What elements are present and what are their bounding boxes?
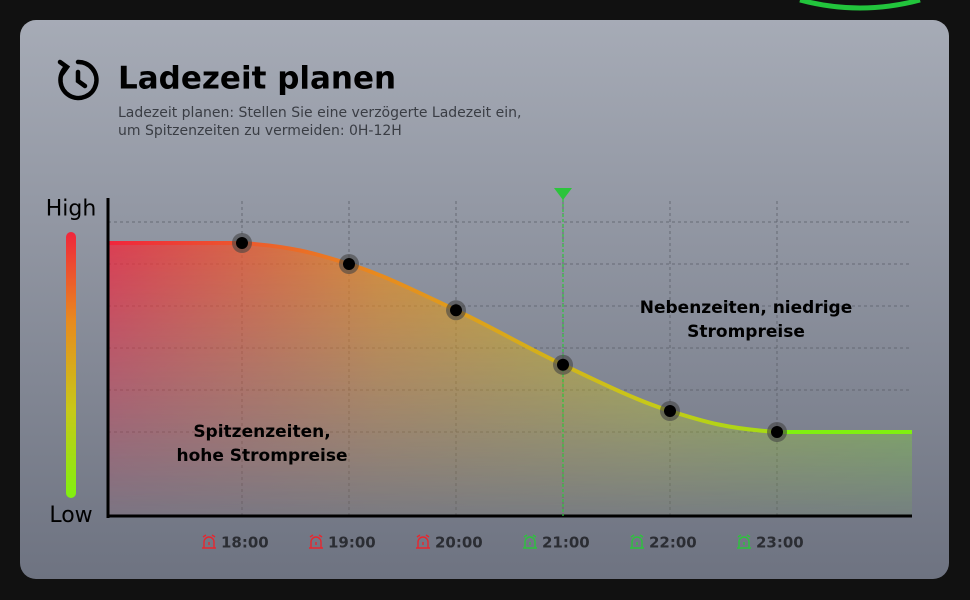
alarm-icon [202, 534, 216, 549]
point [664, 405, 676, 417]
alarm-body [523, 534, 537, 549]
line [241, 241, 778, 434]
alarm-icon [737, 534, 751, 549]
point [450, 304, 462, 317]
clock-icon [57, 59, 99, 101]
x-tick-label: 21:00 [542, 534, 590, 552]
alarm-icon [309, 534, 323, 549]
alarm-body [309, 534, 323, 549]
alarm-body [630, 534, 644, 549]
marker-head [554, 188, 572, 200]
subtitle: um Spitzenzeiten zu vermeiden: 0H-12H [118, 123, 402, 139]
x-tick-label: 19:00 [328, 534, 376, 552]
y-tick-label: High [46, 196, 97, 221]
alarm-body [416, 534, 430, 549]
annotation: Strompreise [687, 322, 805, 342]
subtitle: Ladezeit planen: Stellen Sie eine verzög… [118, 105, 521, 121]
alarm-icon [523, 534, 537, 549]
point [343, 258, 355, 270]
alarm-body [737, 534, 751, 549]
decor-arc [799, 0, 921, 11]
x-tick-label: 20:00 [435, 534, 483, 552]
annotation: hohe Strompreise [176, 446, 347, 466]
level-bar [66, 232, 76, 498]
alarm-icon [416, 534, 430, 549]
annotation: Spitzenzeiten, [193, 422, 330, 442]
area [108, 243, 912, 516]
y-tick-label: Low [49, 503, 92, 528]
alarm-body [202, 534, 216, 549]
alarm-icon [630, 534, 644, 549]
x-tick-label: 18:00 [221, 534, 269, 552]
point [236, 237, 248, 249]
point [557, 358, 569, 371]
title: Ladezeit planen [118, 61, 396, 97]
point [771, 426, 783, 438]
x-tick-label: 22:00 [649, 534, 697, 552]
annotation: Nebenzeiten, niedrige [640, 298, 852, 318]
x-tick-label: 23:00 [756, 534, 804, 552]
